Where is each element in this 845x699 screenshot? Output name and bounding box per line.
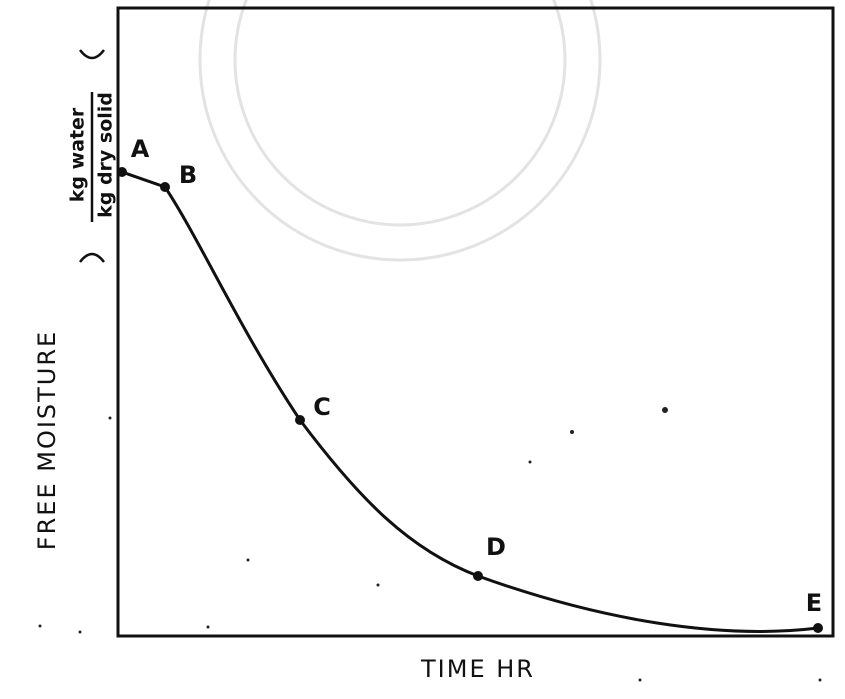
drying-curve: [122, 172, 818, 631]
plot-frame: [118, 8, 833, 636]
point-label: B: [179, 161, 197, 189]
point-c: [295, 415, 305, 425]
unit-numerator: kg water: [67, 107, 89, 202]
paren-open: [80, 254, 104, 262]
point-e: [813, 623, 823, 633]
point-a: [117, 167, 127, 177]
point-label: C: [313, 393, 331, 421]
point-b: [160, 182, 170, 192]
point-label: D: [486, 533, 506, 561]
point-label: E: [806, 589, 822, 617]
y-axis-title: FREE MOISTURE: [33, 330, 61, 550]
watermark: [200, 0, 600, 260]
scan-specks: [39, 407, 822, 682]
drying-curve-diagram: A B C D E TIME HR FREE MOISTURE kg water…: [0, 0, 845, 699]
paren-close: [80, 50, 104, 58]
point-label: A: [131, 135, 150, 163]
unit-denominator: kg dry solid: [95, 92, 117, 218]
point-d: [473, 571, 483, 581]
x-axis-title: TIME HR: [420, 655, 535, 683]
